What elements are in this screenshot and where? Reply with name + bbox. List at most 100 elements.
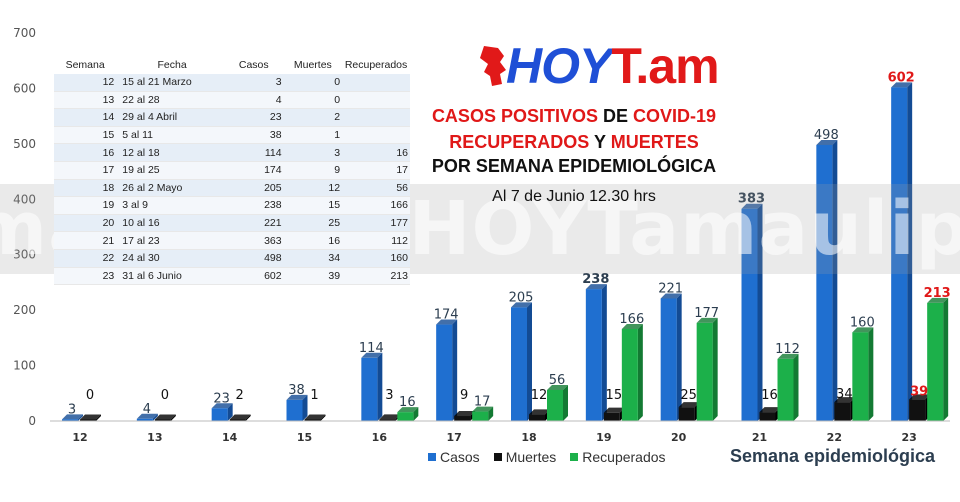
bar-muertes [154,419,171,421]
bar-top-casos [436,319,458,325]
bar-top-casos [62,414,83,420]
heading-line-3: POR SEMANA EPIDEMIOLÓGICA [431,156,717,176]
bar-recuperados [547,389,563,421]
y-tick-label: 600 [13,81,36,95]
x-tick-label: 13 [147,431,162,444]
legend-item-muertes: Muertes [493,449,556,465]
bar-casos [136,418,153,421]
cell-casos: 602 [223,267,284,286]
bar-side-recuperados [943,297,949,421]
table-row: 23 31 al 6 Junio 602 39 213 [54,267,410,286]
bar-casos [62,419,78,421]
bar-recuperados [397,412,414,421]
bar-top-recuperados [777,353,799,359]
cell-muertes: 39 [283,267,343,286]
bar-top-recuperados [397,407,419,413]
legend-swatch-muertes [493,453,502,461]
legend-item-recuperados: Recuperados [570,449,666,465]
cell-fecha: 31 al 6 Junio [116,267,224,286]
bar-side-casos [676,293,682,421]
heading-casos-positivos: CASOS POSITIVOS [431,106,598,126]
cell-recuperados: 213 [342,267,410,286]
data-label-casos: 498 [814,128,839,143]
data-label-casos: 602 [888,70,915,85]
bar-top-casos [211,403,233,409]
bar-top-muertes [759,407,781,413]
y-tick-label: 500 [13,137,36,151]
bar-muertes [379,419,396,421]
cell-muertes: 2 [283,108,343,127]
data-label-muertes: 25 [680,388,697,403]
data-label-casos: 3 [68,402,76,417]
cell-muertes: 16 [283,231,343,250]
cell-recuperados: 177 [342,214,410,233]
bar-top-muertes [529,409,550,415]
bar-side-muertes [320,414,326,421]
cell-semana: 17 [54,161,117,180]
cell-semana: 14 [54,108,117,127]
cell-semana: 15 [54,126,117,145]
cell-muertes: 34 [283,249,343,268]
bar-casos [211,408,228,421]
bar-casos [741,208,758,421]
legend-item-casos: Casos [428,449,480,465]
heading-de: DE [603,106,629,126]
col-header-fecha: Fecha [157,59,187,71]
bar-recuperados [777,358,794,421]
state-map-icon [480,46,506,86]
bar-recuperados [472,411,489,421]
bar-top-muertes [454,411,476,417]
cell-casos: 363 [223,231,284,250]
cell-semana: 18 [54,179,117,198]
y-tick-label: 100 [13,359,36,373]
data-label-casos: 23 [213,391,230,406]
data-label-recuperados: 17 [474,395,491,410]
table-row: 20 10 al 16 221 25 177 [54,214,410,233]
data-label-casos: 238 [582,272,609,287]
heading-date: Al 7 de Junio 12.30 hrs [492,188,656,205]
table-header-row: Semana Fecha Casos Muertes Recuperados [54,56,410,74]
bar-side-recuperados [868,327,874,421]
data-table: Semana Fecha Casos Muertes Recuperados 1… [54,56,410,286]
data-label-recuperados: 213 [924,286,951,301]
logo-t: T. [611,38,649,94]
data-label-casos: 383 [738,192,765,207]
bar-casos [891,87,908,421]
x-tick-label: 12 [72,431,87,444]
bar-side-casos [78,414,83,421]
data-label-muertes: 12 [531,388,548,403]
data-label-casos: 38 [288,383,305,398]
data-label-casos: 174 [434,308,459,323]
x-tick-label: 16 [372,431,388,444]
data-label-muertes: 0 [161,388,169,403]
bar-muertes [304,419,321,421]
bar-muertes [229,419,246,421]
cell-muertes: 0 [283,91,343,110]
bar-top-muertes [379,414,401,420]
bar-top-muertes [678,402,700,408]
data-label-recuperados: 56 [549,373,566,388]
data-label-casos: 221 [658,282,683,297]
table-row: 14 29 al 4 Abril 23 2 [54,108,410,127]
x-tick-label: 20 [671,431,687,444]
heading-y: Y [594,132,606,152]
cell-fecha: 29 al 4 Abril [116,108,224,127]
cell-casos: 4 [223,91,284,110]
y-tick-label: 200 [13,303,36,317]
data-label-casos: 114 [359,341,384,356]
cell-fecha: 3 al 9 [116,196,224,215]
bars [62,82,949,422]
cell-casos: 23 [223,108,284,127]
cell-muertes: 3 [283,143,343,162]
cell-casos: 3 [223,74,284,92]
cell-casos: 114 [223,143,284,162]
cell-muertes: 25 [283,214,343,233]
bar-top-casos [286,394,308,400]
bar-side-casos [527,302,532,421]
bar-side-casos [832,139,838,422]
data-label-muertes: 39 [910,384,928,399]
cell-semana: 19 [54,196,117,215]
col-header-semana: Semana [65,59,105,71]
bar-side-muertes [96,414,101,421]
